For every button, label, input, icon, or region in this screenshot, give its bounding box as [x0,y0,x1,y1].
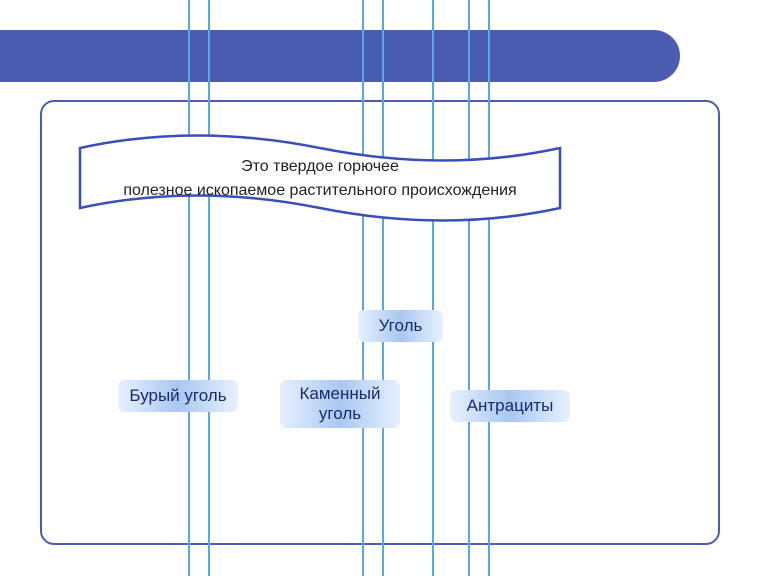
node-child1: Бурый уголь [118,380,238,412]
vertical-line-6 [488,0,490,576]
vertical-line-0 [188,0,190,576]
vertical-line-2 [362,0,364,576]
banner-line2: полезное ископаемое растительного происх… [123,182,516,199]
banner-line1: Это твердое горючее [241,158,399,175]
banner-text: Это твердое горючее полезное ископаемое … [75,155,565,203]
vertical-line-5 [468,0,470,576]
vertical-line-3 [382,0,384,576]
node-main: Уголь [358,310,443,342]
page-title: Уголь [70,36,183,79]
vertical-line-4 [432,0,434,576]
node-main-label: Уголь [379,316,423,336]
node-child3-label: Антрациты [467,396,554,416]
node-child2: Каменный уголь [280,380,400,428]
node-child2-label: Каменный уголь [280,384,400,425]
vertical-line-1 [208,0,210,576]
node-child3: Антрациты [450,390,570,422]
node-child1-label: Бурый уголь [129,386,226,406]
